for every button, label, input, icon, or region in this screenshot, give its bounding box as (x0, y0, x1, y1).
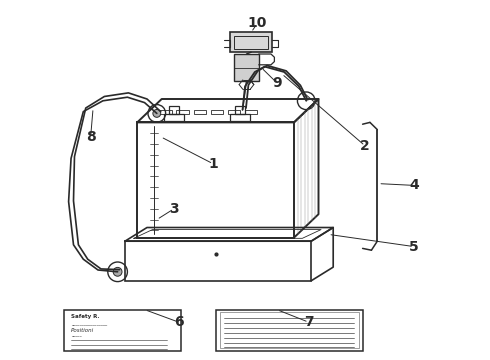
Bar (230, 114, 250, 121)
Text: Safety R.: Safety R. (71, 314, 99, 319)
Text: 6: 6 (174, 315, 184, 329)
Text: 1: 1 (208, 157, 218, 171)
Circle shape (153, 109, 161, 117)
Bar (64, 310, 181, 351)
Bar (159, 109, 171, 114)
Bar (164, 114, 184, 121)
Text: Positioni: Positioni (71, 328, 94, 333)
Bar (211, 109, 223, 114)
Text: 8: 8 (86, 130, 96, 144)
Bar (169, 106, 179, 114)
Bar (234, 54, 259, 81)
Bar (228, 109, 240, 114)
Text: 7: 7 (304, 315, 314, 329)
Bar (220, 312, 359, 348)
Text: 2: 2 (360, 139, 370, 153)
Text: ─────: ───── (71, 335, 82, 339)
Bar (137, 122, 294, 238)
Text: 9: 9 (272, 76, 282, 90)
Text: 4: 4 (409, 179, 419, 192)
Bar (216, 310, 363, 351)
Bar (235, 106, 245, 114)
Text: 3: 3 (169, 202, 179, 216)
Text: 10: 10 (247, 17, 267, 30)
Bar (234, 36, 268, 49)
Circle shape (113, 267, 122, 276)
Bar (125, 241, 311, 281)
Bar (194, 109, 206, 114)
Text: 5: 5 (409, 240, 419, 253)
Text: ─────────────────: ───────────────── (71, 324, 107, 328)
Bar (245, 109, 257, 114)
Bar (230, 32, 272, 52)
Bar (176, 109, 189, 114)
